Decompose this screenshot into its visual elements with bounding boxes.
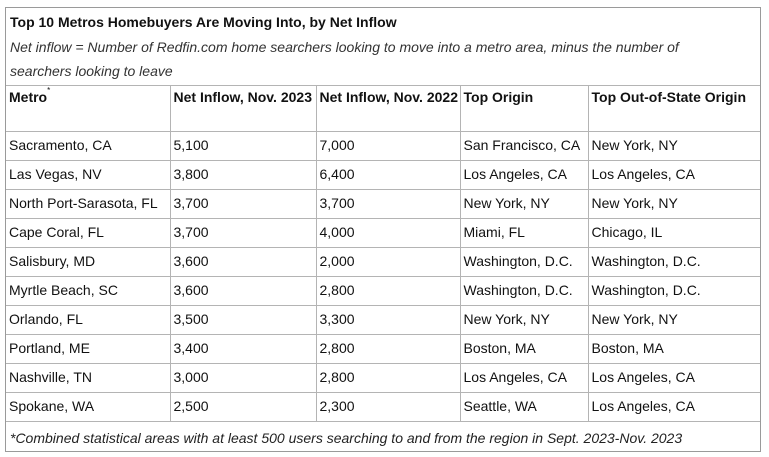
table-container: Top 10 Metros Homebuyers Are Moving Into…: [5, 7, 761, 452]
cell-top-origin: Boston, MA: [459, 334, 589, 364]
table-row: Las Vegas, NV 3,800 6,400 Los Angeles, CA Lo…: [6, 160, 760, 190]
cell-metro: Sacramento, CA: [6, 131, 171, 161]
cell-top-out-of-state-origin: Los Angeles, CA: [587, 160, 760, 190]
cell-net-inflow-2023: 3,400: [169, 334, 317, 364]
cell-metro: Nashville, TN: [6, 363, 171, 393]
table-row: Portland, ME 3,400 2,800 Boston, MA Boston, …: [6, 334, 760, 364]
table-row: Sacramento, CA 5,100 7,000 San Francisco, C…: [6, 131, 760, 161]
cell-metro: North Port-Sarasota, FL: [6, 189, 171, 219]
table-row: North Port-Sarasota, FL 3,700 3,700 New Yor…: [6, 189, 760, 219]
cell-net-inflow-2023: 3,500: [169, 305, 317, 335]
cell-top-origin: Los Angeles, CA: [459, 160, 589, 190]
cell-metro: Orlando, FL: [6, 305, 171, 335]
cell-top-origin: Seattle, WA: [459, 392, 589, 422]
cell-net-inflow-2022: 2,800: [315, 363, 461, 393]
cell-top-out-of-state-origin: Washington, D.C.: [587, 276, 760, 306]
header-net-inflow-2022: Net Inflow, Nov. 2022: [315, 85, 461, 132]
header-top-out-of-state-origin: Top Out-of-State Origin: [587, 85, 760, 132]
cell-metro: Salisbury, MD: [6, 247, 171, 277]
table-footnote: *Combined statistical areas with at leas…: [10, 430, 683, 446]
table-row: Myrtle Beach, SC 3,600 2,800 Washington, D.…: [6, 276, 760, 306]
cell-net-inflow-2023: 5,100: [169, 131, 317, 161]
cell-net-inflow-2022: 3,300: [315, 305, 461, 335]
table-row: Orlando, FL 3,500 3,300 New York, NY New Yor…: [6, 305, 760, 335]
cell-net-inflow-2022: 2,300: [315, 392, 461, 422]
table-row: Cape Coral, FL 3,700 4,000 Miami, FL Chicago…: [6, 218, 760, 248]
cell-top-origin: Los Angeles, CA: [459, 363, 589, 393]
inflow-table: Metro* Net Inflow, Nov. 2023 Net Inflow,…: [6, 85, 760, 422]
cell-top-out-of-state-origin: Los Angeles, CA: [587, 392, 760, 422]
cell-net-inflow-2022: 4,000: [315, 218, 461, 248]
cell-top-origin: Miami, FL: [459, 218, 589, 248]
cell-net-inflow-2022: 3,700: [315, 189, 461, 219]
cell-net-inflow-2022: 7,000: [315, 131, 461, 161]
cell-net-inflow-2022: 2,800: [315, 334, 461, 364]
cell-metro: Spokane, WA: [6, 392, 171, 422]
table-body: Sacramento, CA 5,100 7,000 San Francisco, C…: [6, 131, 760, 422]
cell-net-inflow-2023: 3,600: [169, 276, 317, 306]
cell-metro: Las Vegas, NV: [6, 160, 171, 190]
cell-net-inflow-2023: 2,500: [169, 392, 317, 422]
table-title: Top 10 Metros Homebuyers Are Moving Into…: [10, 14, 397, 30]
cell-top-origin: Washington, D.C.: [459, 276, 589, 306]
cell-metro: Portland, ME: [6, 334, 171, 364]
cell-net-inflow-2023: 3,700: [169, 218, 317, 248]
footnote-marker: *: [47, 86, 51, 96]
cell-net-inflow-2023: 3,000: [169, 363, 317, 393]
cell-top-origin: New York, NY: [459, 305, 589, 335]
cell-top-out-of-state-origin: Washington, D.C.: [587, 247, 760, 277]
cell-top-out-of-state-origin: New York, NY: [587, 131, 760, 161]
header-net-inflow-2023: Net Inflow, Nov. 2023: [169, 85, 317, 132]
cell-metro: Cape Coral, FL: [6, 218, 171, 248]
header-metro: Metro*: [6, 85, 171, 132]
header-row: Metro* Net Inflow, Nov. 2023 Net Inflow,…: [6, 85, 760, 132]
cell-top-out-of-state-origin: New York, NY: [587, 189, 760, 219]
cell-top-out-of-state-origin: New York, NY: [587, 305, 760, 335]
cell-net-inflow-2023: 3,800: [169, 160, 317, 190]
cell-top-origin: New York, NY: [459, 189, 589, 219]
cell-net-inflow-2023: 3,600: [169, 247, 317, 277]
cell-net-inflow-2023: 3,700: [169, 189, 317, 219]
cell-metro: Myrtle Beach, SC: [6, 276, 171, 306]
cell-top-out-of-state-origin: Chicago, IL: [587, 218, 760, 248]
cell-top-out-of-state-origin: Los Angeles, CA: [587, 363, 760, 393]
cell-net-inflow-2022: 2,800: [315, 276, 461, 306]
cell-net-inflow-2022: 2,000: [315, 247, 461, 277]
table-subtitle: Net inflow = Number of Redfin.com home s…: [10, 39, 679, 79]
table-row: Nashville, TN 3,000 2,800 Los Angeles, CA Lo…: [6, 363, 760, 393]
cell-top-origin: Washington, D.C.: [459, 247, 589, 277]
cell-top-out-of-state-origin: Boston, MA: [587, 334, 760, 364]
header-top-origin: Top Origin: [459, 85, 589, 132]
table-row: Salisbury, MD 3,600 2,000 Washington, D.C. W…: [6, 247, 760, 277]
header-metro-label: Metro: [9, 89, 48, 105]
table-row: Spokane, WA 2,500 2,300 Seattle, WA Los Ange…: [6, 392, 760, 422]
cell-net-inflow-2022: 6,400: [315, 160, 461, 190]
cell-top-origin: San Francisco, CA: [459, 131, 589, 161]
